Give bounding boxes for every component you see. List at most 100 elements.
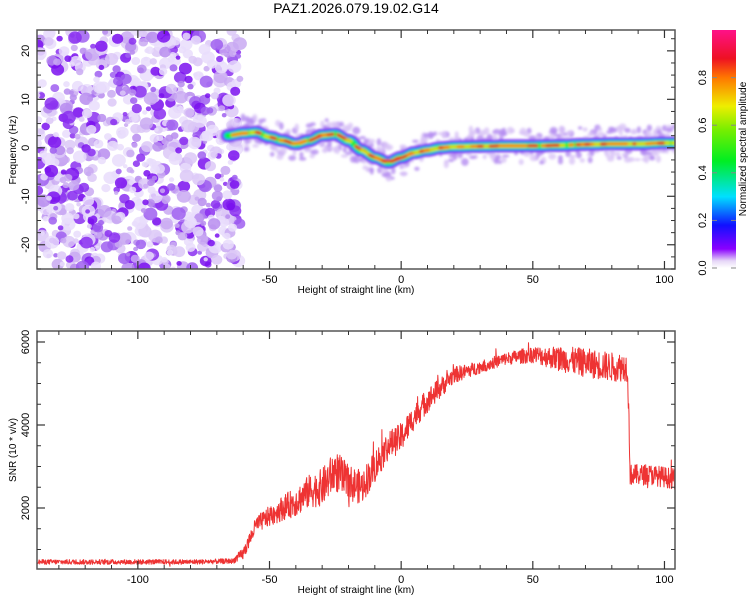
noise-blob [43, 30, 56, 40]
noise-blob [174, 91, 188, 104]
ridge-hotspot [360, 148, 371, 156]
noise-blob [131, 103, 142, 114]
noise-blob [155, 236, 163, 244]
ridge-halo [608, 126, 615, 132]
noise-blob [64, 55, 72, 62]
ridge-halo [608, 150, 616, 154]
noise-blob [95, 40, 108, 52]
noise-blob [44, 166, 52, 173]
noise-blob [51, 258, 64, 269]
noise-blob [151, 175, 158, 181]
ridge-halo [276, 153, 284, 160]
x-tick-label: 0 [398, 274, 404, 286]
noise-blob [109, 71, 117, 78]
noise-blob [130, 123, 142, 134]
ridge-halo [305, 123, 313, 128]
noise-blob [53, 132, 59, 138]
ridge-halo [578, 126, 583, 130]
noise-blob [143, 207, 158, 221]
noise-blob [210, 151, 218, 158]
noise-blob [49, 147, 57, 154]
ridge-halo [603, 150, 609, 155]
noise-blob [68, 180, 80, 191]
ridge-halo [618, 129, 623, 136]
x-axis-title: Height of straight line (km) [298, 285, 415, 296]
noise-blob [47, 136, 62, 149]
noise-blob [146, 31, 159, 43]
noise-blob [167, 183, 176, 191]
noise-blob [45, 235, 60, 249]
noise-blob [140, 208, 147, 213]
ridge-halo [331, 121, 337, 128]
noise-blob [130, 254, 140, 263]
noise-blob [175, 147, 183, 154]
ridge-halo [597, 131, 605, 137]
ridge-halo [566, 130, 573, 135]
noise-blob [54, 145, 66, 156]
ridge-halo [438, 132, 443, 136]
snr-panel: -100 -50 0 50 100 2000 4000 6000 Height … [8, 330, 676, 596]
noise-blob [136, 64, 147, 74]
ridge-halo [340, 154, 349, 158]
ridge-halo [582, 127, 588, 132]
ridge-halo [279, 122, 284, 130]
y-tick-label: 20 [20, 45, 32, 57]
noise-blob [129, 49, 135, 55]
ridge-halo [671, 124, 675, 129]
noise-blob [229, 180, 240, 189]
noise-blob [63, 88, 71, 95]
ridge-halo [236, 142, 244, 148]
ridge-halo [252, 114, 258, 122]
noise-blob [133, 85, 147, 98]
noise-blob [86, 124, 97, 135]
ridge-halo [548, 153, 557, 160]
noise-blob [68, 31, 82, 44]
noise-blob [197, 115, 204, 122]
noise-blob [178, 46, 187, 54]
ridge-hotspot [269, 135, 278, 141]
noise-blob [105, 53, 119, 65]
ridge-halo [558, 125, 565, 134]
noise-blob [154, 127, 159, 132]
noise-blob [69, 94, 77, 101]
ridge-halo [499, 128, 505, 135]
noise-blob [111, 215, 122, 225]
ridge-halo [528, 135, 537, 140]
ridge-halo [345, 151, 353, 155]
ridge-halo [576, 151, 582, 159]
noise-blob [42, 249, 54, 259]
noise-blob [89, 246, 96, 252]
ridge-halo [419, 138, 425, 145]
ridge-halo [457, 154, 463, 158]
ridge-halo [326, 121, 333, 128]
colorbar-gradient [712, 30, 736, 268]
noise-blob [50, 84, 60, 93]
noise-blob [59, 261, 65, 267]
noise-blob [59, 208, 67, 216]
ridge-halo [412, 139, 419, 143]
noise-blob [177, 180, 191, 193]
noise-blob [131, 142, 138, 148]
y-tick-label: 2000 [20, 496, 32, 520]
noise-blob [166, 119, 179, 131]
ridge-halo [303, 148, 310, 153]
noise-blob [207, 239, 215, 247]
noise-blob [143, 92, 158, 105]
noise-blob [58, 46, 70, 56]
noise-blob [112, 33, 124, 44]
ridge-halo [381, 172, 388, 177]
noise-blob [185, 242, 196, 252]
ridge-halo [616, 156, 622, 160]
noise-blob [182, 32, 191, 40]
noise-blob [122, 164, 128, 169]
noise-blob [70, 44, 78, 52]
noise-blob [218, 105, 226, 112]
colorbar-tick-label: 0.4 [697, 165, 709, 180]
noise-blob [37, 116, 43, 124]
noise-blob [93, 139, 104, 149]
noise-blob [181, 119, 196, 133]
noise-blob [37, 92, 46, 99]
noise-blob [223, 232, 231, 240]
noise-blob [131, 220, 138, 227]
noise-blob [235, 53, 242, 59]
